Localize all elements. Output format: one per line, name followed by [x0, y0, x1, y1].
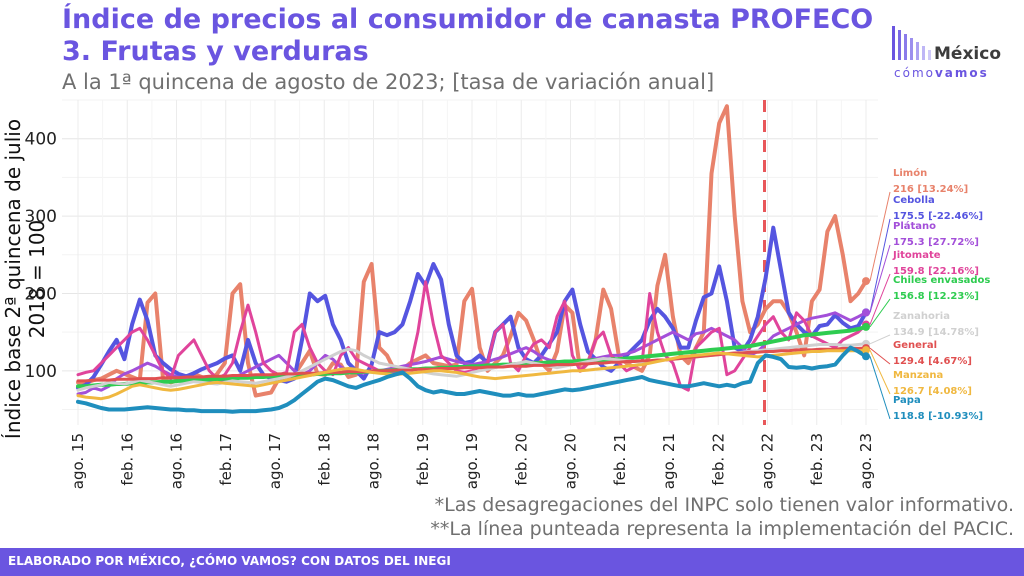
leader-line: [869, 356, 891, 420]
leader-line: [869, 273, 891, 325]
leader-line: [869, 191, 891, 282]
series-label-value: 118.8 [-10.93%]: [893, 411, 983, 422]
x-tick-label: ago. 18: [365, 433, 383, 489]
series-endpoint: [862, 322, 870, 331]
series-label-name: General: [893, 340, 937, 351]
series-line-papa: [76, 345, 868, 414]
x-tick-label: feb. 21: [611, 433, 629, 486]
series-label-name: Cebolla: [893, 195, 935, 206]
series-label-name: Limón: [893, 167, 927, 179]
mexico-como-vamos-logo: México cómovamos: [888, 24, 1008, 84]
series-label-value: 129.4 [4.67%]: [893, 356, 972, 367]
x-tick-label: ago. 16: [168, 433, 186, 489]
leader-line: [869, 334, 891, 345]
logo-subtitle: cómovamos: [894, 66, 989, 80]
series-label-value: 175.3 [27.72%]: [893, 237, 979, 248]
leader-line: [869, 218, 891, 313]
x-tick-label: ago. 17: [266, 433, 284, 489]
footer-bar: ELABORADO POR MÉXICO, ¿CÓMO VAMOS? CON D…: [0, 548, 1024, 576]
series-line-jitomate: [76, 280, 868, 392]
series-label-name: Manzana: [893, 370, 943, 381]
footer-text: ELABORADO POR MÉXICO, ¿CÓMO VAMOS? CON D…: [8, 554, 451, 568]
y-tick-label: 100: [25, 362, 57, 382]
series-label-name: Papa: [893, 395, 921, 406]
series-label-value: 134.9 [14.78%]: [893, 327, 979, 338]
series-endpoint: [862, 346, 870, 355]
logo-sub-bold: vamos: [934, 66, 989, 80]
series-label-value: 159.8 [22.16%]: [893, 266, 979, 277]
note-pacic: **La línea punteada representa la implem…: [430, 518, 1014, 540]
series-label-name: Plátano: [893, 220, 936, 232]
series-label-value: 216 [13.24%]: [893, 184, 968, 195]
chart-title-line2: 3. Frutas y verduras: [62, 36, 369, 67]
y-tick-label: 300: [25, 207, 57, 227]
x-tick-label: feb. 16: [118, 433, 136, 486]
x-tick-label: feb. 17: [217, 433, 235, 486]
x-tick-label: feb. 23: [808, 433, 826, 486]
x-tick-label: ago. 20: [562, 433, 580, 489]
x-tick-label: ago. 15: [69, 433, 87, 489]
chart-title-line1: Índice de precios al consumidor de canas…: [62, 4, 874, 35]
x-tick-label: ago. 22: [759, 433, 777, 489]
series-endpoint: [862, 308, 870, 317]
x-tick-label: ago. 19: [463, 433, 481, 489]
x-tick-label: feb. 22: [709, 433, 727, 486]
logo-bars-icon: [892, 26, 931, 60]
y-tick-label: 400: [25, 130, 57, 150]
x-tick-label: ago. 21: [660, 433, 678, 489]
x-tick-label: feb. 19: [414, 433, 432, 486]
chart-subtitle: A la 1ª quincena de agosto de 2023; [tas…: [62, 70, 715, 94]
series-endpoint: [862, 277, 870, 286]
note-desagregaciones: *Las desagregaciones del INPC solo tiene…: [434, 494, 1014, 516]
logo-sub-prefix: cómo: [894, 66, 935, 80]
series-label-name: Chiles envasados: [893, 275, 990, 286]
leader-line: [869, 244, 891, 313]
leader-line: [869, 298, 891, 328]
series-line-general: [76, 346, 868, 383]
x-tick-label: ago. 23: [857, 433, 875, 489]
series-label-name: Jitomate: [892, 250, 941, 261]
series-line-manzana: [76, 348, 868, 401]
x-tick-label: feb. 20: [512, 433, 530, 486]
x-tick-label: feb. 18: [315, 433, 333, 486]
series-label-value: 175.5 [-22.46%]: [893, 211, 983, 222]
leader-line: [869, 347, 891, 365]
line-chart: 100 200 300 400 ago. 15 feb. 16 ago. 16 feb. 17…: [25, 99, 990, 489]
series-label-value: 126.7 [4.08%]: [893, 386, 972, 397]
series-endpoint: [862, 352, 870, 361]
leader-line: [869, 349, 891, 395]
y-tick-label: 200: [25, 284, 57, 304]
series-label-value: 156.8 [12.23%]: [893, 291, 979, 302]
series-label-name: Zanahoria: [893, 311, 950, 322]
logo-word: México: [934, 44, 1001, 64]
